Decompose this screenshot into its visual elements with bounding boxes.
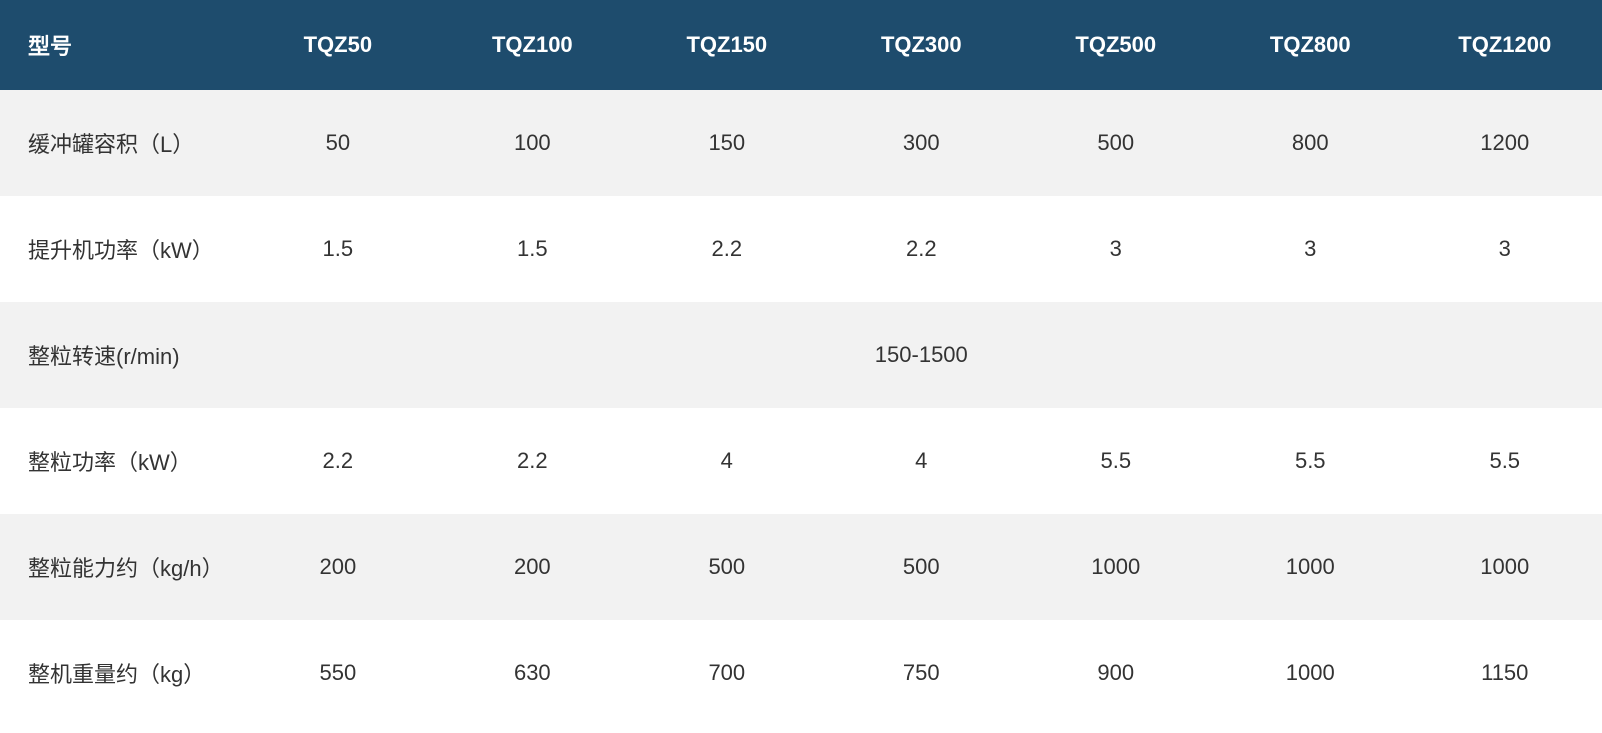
table-row: 整粒功率（kW） 2.2 2.2 4 4 5.5 5.5 5.5 — [0, 408, 1602, 514]
cell: 3 — [1019, 196, 1213, 302]
cell: 200 — [241, 514, 435, 620]
cell: 5.5 — [1213, 408, 1407, 514]
cell: 5.5 — [1408, 408, 1602, 514]
cell: 500 — [824, 514, 1018, 620]
row-label: 提升机功率（kW） — [0, 196, 241, 302]
cell: 2.2 — [630, 196, 824, 302]
cell: 50 — [241, 90, 435, 196]
row-label: 整粒功率（kW） — [0, 408, 241, 514]
cell: 1200 — [1408, 90, 1602, 196]
cell: 1.5 — [435, 196, 629, 302]
cell: 550 — [241, 620, 435, 726]
table-row: 整机重量约（kg） 550 630 700 750 900 1000 1150 — [0, 620, 1602, 726]
col-header: TQZ300 — [824, 0, 1018, 90]
cell: 1000 — [1019, 514, 1213, 620]
table-header-row: 型号 TQZ50 TQZ100 TQZ150 TQZ300 TQZ500 TQZ… — [0, 0, 1602, 90]
cell: 150 — [630, 90, 824, 196]
cell: 2.2 — [824, 196, 1018, 302]
cell: 500 — [630, 514, 824, 620]
row-label: 缓冲罐容积（L） — [0, 90, 241, 196]
row-label: 整机重量约（kg） — [0, 620, 241, 726]
cell: 5.5 — [1019, 408, 1213, 514]
row-label: 整粒能力约（kg/h） — [0, 514, 241, 620]
cell: 4 — [824, 408, 1018, 514]
cell: 200 — [435, 514, 629, 620]
span-cell: 150-1500 — [241, 302, 1602, 408]
cell: 100 — [435, 90, 629, 196]
cell: 500 — [1019, 90, 1213, 196]
spec-table: 型号 TQZ50 TQZ100 TQZ150 TQZ300 TQZ500 TQZ… — [0, 0, 1602, 726]
col-header: TQZ1200 — [1408, 0, 1602, 90]
cell: 750 — [824, 620, 1018, 726]
col-header: TQZ500 — [1019, 0, 1213, 90]
cell: 3 — [1408, 196, 1602, 302]
cell: 1000 — [1213, 620, 1407, 726]
cell: 1000 — [1408, 514, 1602, 620]
table-row: 缓冲罐容积（L） 50 100 150 300 500 800 1200 — [0, 90, 1602, 196]
row-label: 整粒转速(r/min) — [0, 302, 241, 408]
col-header: TQZ50 — [241, 0, 435, 90]
cell: 1000 — [1213, 514, 1407, 620]
cell: 630 — [435, 620, 629, 726]
cell: 1150 — [1408, 620, 1602, 726]
cell: 900 — [1019, 620, 1213, 726]
col-header: TQZ100 — [435, 0, 629, 90]
col-header: TQZ150 — [630, 0, 824, 90]
cell: 800 — [1213, 90, 1407, 196]
table-row: 提升机功率（kW） 1.5 1.5 2.2 2.2 3 3 3 — [0, 196, 1602, 302]
cell: 2.2 — [241, 408, 435, 514]
col-header: TQZ800 — [1213, 0, 1407, 90]
cell: 300 — [824, 90, 1018, 196]
table-row: 整粒能力约（kg/h） 200 200 500 500 1000 1000 10… — [0, 514, 1602, 620]
cell: 2.2 — [435, 408, 629, 514]
cell: 700 — [630, 620, 824, 726]
cell: 3 — [1213, 196, 1407, 302]
col-header-model: 型号 — [0, 0, 241, 90]
cell: 1.5 — [241, 196, 435, 302]
cell: 4 — [630, 408, 824, 514]
table-row: 整粒转速(r/min) 150-1500 — [0, 302, 1602, 408]
